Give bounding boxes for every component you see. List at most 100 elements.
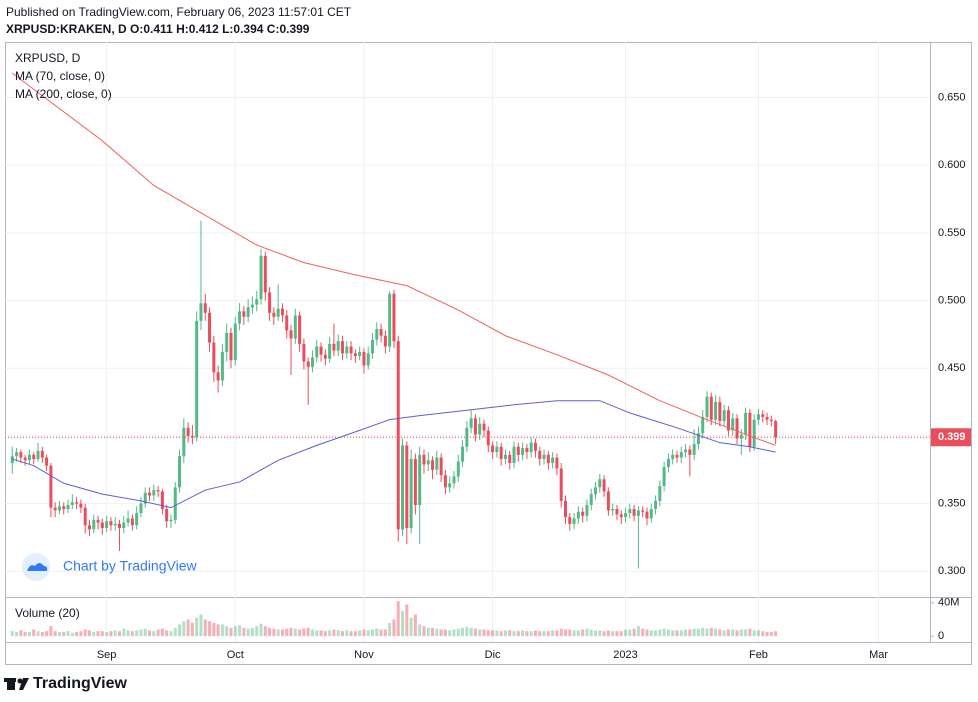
candle-body bbox=[722, 410, 726, 422]
volume-bar bbox=[684, 629, 688, 637]
last-price-box bbox=[931, 428, 971, 447]
volume-bar bbox=[388, 622, 392, 637]
candle-body bbox=[602, 479, 606, 492]
candle-body bbox=[662, 467, 666, 486]
candle-body bbox=[688, 449, 692, 455]
candle-body bbox=[19, 452, 23, 458]
candle-body bbox=[336, 341, 340, 351]
candle-body bbox=[679, 452, 683, 458]
candle-body bbox=[242, 311, 246, 317]
volume-bar bbox=[628, 629, 632, 637]
volume-bar bbox=[66, 631, 70, 637]
published-line: Published on TradingView.com, February 0… bbox=[6, 5, 352, 19]
candle-body bbox=[349, 346, 353, 354]
candle-body bbox=[684, 449, 688, 453]
candle-body bbox=[293, 315, 297, 339]
candle-body bbox=[160, 491, 164, 510]
candle-body bbox=[268, 292, 272, 313]
candle-body bbox=[752, 419, 756, 447]
volume-bar bbox=[40, 632, 44, 637]
candle-body bbox=[148, 492, 152, 496]
candle-body bbox=[332, 343, 336, 351]
volume-bar bbox=[190, 622, 194, 637]
volume-bar bbox=[516, 631, 520, 637]
candle-body bbox=[525, 448, 529, 453]
volume-bar bbox=[756, 630, 760, 637]
candle-body bbox=[285, 315, 289, 331]
candle-body bbox=[49, 465, 53, 508]
volume-bar bbox=[641, 628, 645, 637]
candle-body bbox=[542, 454, 546, 459]
candle-body bbox=[594, 487, 598, 495]
candle-body bbox=[319, 346, 323, 355]
candle-body bbox=[139, 503, 143, 514]
candle-body bbox=[199, 303, 203, 321]
candle-body bbox=[255, 299, 259, 305]
candle-body bbox=[585, 504, 589, 516]
volume-bar bbox=[443, 629, 447, 637]
candle-body bbox=[641, 510, 645, 512]
candle-body bbox=[529, 442, 533, 453]
candle-body bbox=[709, 396, 713, 420]
candle-body bbox=[692, 444, 696, 455]
volume-bar bbox=[675, 630, 679, 637]
legend-entry: MA (200, close, 0) bbox=[15, 87, 112, 101]
volume-bar bbox=[666, 629, 670, 637]
candle-body bbox=[598, 479, 602, 488]
volume-bar bbox=[259, 623, 263, 637]
candle-body bbox=[15, 452, 19, 457]
candle-body bbox=[658, 486, 662, 501]
y-tick-label: 0.350 bbox=[938, 498, 966, 510]
candle-body bbox=[619, 514, 623, 518]
volume-bar bbox=[336, 630, 340, 637]
candle-body bbox=[383, 335, 387, 347]
volume-bar bbox=[465, 627, 469, 637]
candle-body bbox=[45, 457, 49, 466]
candle-body bbox=[62, 506, 66, 510]
volume-bar bbox=[75, 632, 79, 637]
volume-bar bbox=[658, 629, 662, 637]
volume-bar bbox=[645, 629, 649, 637]
x-tick-label: Dic bbox=[485, 649, 501, 661]
volume-bar bbox=[533, 630, 537, 637]
volume-bar bbox=[353, 631, 357, 637]
volume-bar bbox=[512, 631, 516, 637]
volume-bar bbox=[692, 628, 696, 637]
volume-bar bbox=[581, 629, 585, 637]
candle-body bbox=[225, 333, 229, 352]
x-tick-label: Feb bbox=[749, 649, 768, 661]
volume-bar bbox=[486, 630, 490, 637]
legend-entry: MA (70, close, 0) bbox=[15, 69, 105, 83]
volume-bar bbox=[208, 621, 212, 637]
volume-bar bbox=[521, 630, 525, 637]
candle-body bbox=[624, 513, 628, 518]
volume-bar bbox=[332, 629, 336, 637]
volume-bar bbox=[32, 629, 36, 637]
volume-bar bbox=[482, 629, 486, 637]
volume-bar bbox=[431, 627, 435, 637]
candle-body bbox=[551, 457, 555, 463]
candle-body bbox=[576, 511, 580, 519]
candle-body bbox=[465, 427, 469, 447]
candle-body bbox=[611, 509, 615, 511]
ohlc: O:0.411 H:0.412 L:0.394 C:0.399 bbox=[130, 22, 310, 36]
volume-bar bbox=[96, 631, 100, 637]
candle-body bbox=[190, 435, 194, 438]
candle-body bbox=[156, 490, 160, 492]
volume-bar bbox=[10, 631, 14, 637]
candle-body bbox=[122, 522, 126, 528]
volume-bar bbox=[679, 630, 683, 637]
volume-bar bbox=[538, 631, 542, 637]
volume-bar bbox=[632, 628, 636, 637]
volume-bar bbox=[340, 631, 344, 637]
candle-body bbox=[512, 446, 516, 463]
volume-bar bbox=[752, 630, 756, 637]
candle-body bbox=[272, 312, 276, 317]
volume-bar bbox=[654, 630, 658, 637]
volume-bar bbox=[469, 627, 473, 637]
volume-bar bbox=[525, 631, 529, 637]
candle-body bbox=[263, 255, 267, 293]
candle-body bbox=[473, 418, 477, 435]
candle-body bbox=[452, 476, 456, 484]
